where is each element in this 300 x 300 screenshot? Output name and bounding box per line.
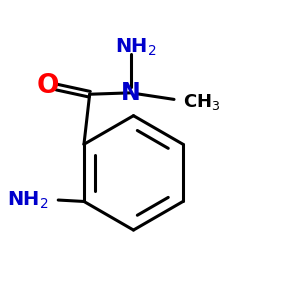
- Text: NH$_2$: NH$_2$: [7, 189, 48, 211]
- Text: O: O: [37, 73, 59, 99]
- Text: CH$_3$: CH$_3$: [183, 92, 220, 112]
- Text: N: N: [121, 81, 141, 105]
- Text: NH$_2$: NH$_2$: [115, 36, 156, 58]
